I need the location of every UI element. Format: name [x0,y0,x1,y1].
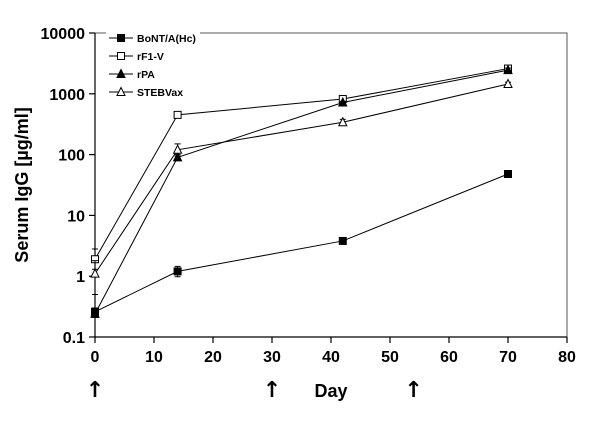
data-point [172,144,183,154]
legend-label: rF1-V [137,51,164,63]
x-tick-label: 70 [499,349,517,366]
legend-entry: rF1-V [109,51,164,63]
y-tick-label: 1 [76,269,85,286]
x-tick-label: 50 [381,349,399,366]
x-tick-label: 10 [145,349,163,366]
legend-marker [117,34,125,42]
legend-entry: rPA [109,68,155,81]
legend-label: BoNT/A(Hc) [137,33,196,45]
y-axis-title: Serum IgG [µg/ml] [12,107,32,262]
series-bont-a-hc [91,169,512,317]
x-tick-label: 80 [558,349,576,366]
data-point [173,110,182,119]
x-tick-label: 60 [440,349,458,366]
series-stebvax [90,78,513,296]
data-point [504,169,512,178]
data-point [173,267,182,276]
legend-marker [116,86,126,96]
data-point [337,96,348,107]
x-tick-label: 30 [263,349,281,366]
legend-marker [116,68,126,78]
legend-label: rPA [137,69,155,81]
data-point [90,268,100,278]
y-tick-label: 10000 [41,26,86,43]
x-axis-ticks: 0 10 20 30 40 50 60 70 80 [91,337,576,366]
legend: BoNT/A(Hc) rF1-V rPA STEBVax [106,31,200,104]
y-tick-label: 1000 [49,87,85,104]
legend-marker [117,52,125,60]
series-line [94,173,509,313]
x-tick-label: 0 [91,349,100,366]
series-line [94,68,509,260]
series-layer [90,64,513,318]
legend-entry: STEBVax [109,86,183,99]
immunization-arrow: ↑ [263,378,281,403]
y-tick-label: 100 [58,148,85,165]
data-point [503,78,513,88]
data-point [90,308,100,318]
data-point [503,64,513,75]
immunization-arrow: ↑ [86,378,104,403]
series-rpa [90,64,513,318]
y-axis-ticks: 0.1 1 10 100 1000 10000 [41,26,95,347]
immunization-arrows: ↑ ↑ ↑ [86,378,423,403]
x-axis-title: Day [314,381,347,401]
data-point [172,151,183,162]
x-tick-label: 20 [204,349,222,366]
legend-label: STEBVax [137,87,183,99]
legend-entry: BoNT/A(Hc) [109,33,196,45]
y-tick-label: 10 [67,208,85,225]
immunization-arrow: ↑ [404,378,422,403]
y-tick-label: 0.1 [63,330,85,347]
series-line [94,69,509,315]
data-point [337,116,348,127]
series-line [94,83,509,274]
data-point [338,236,347,245]
x-tick-label: 40 [322,349,340,366]
